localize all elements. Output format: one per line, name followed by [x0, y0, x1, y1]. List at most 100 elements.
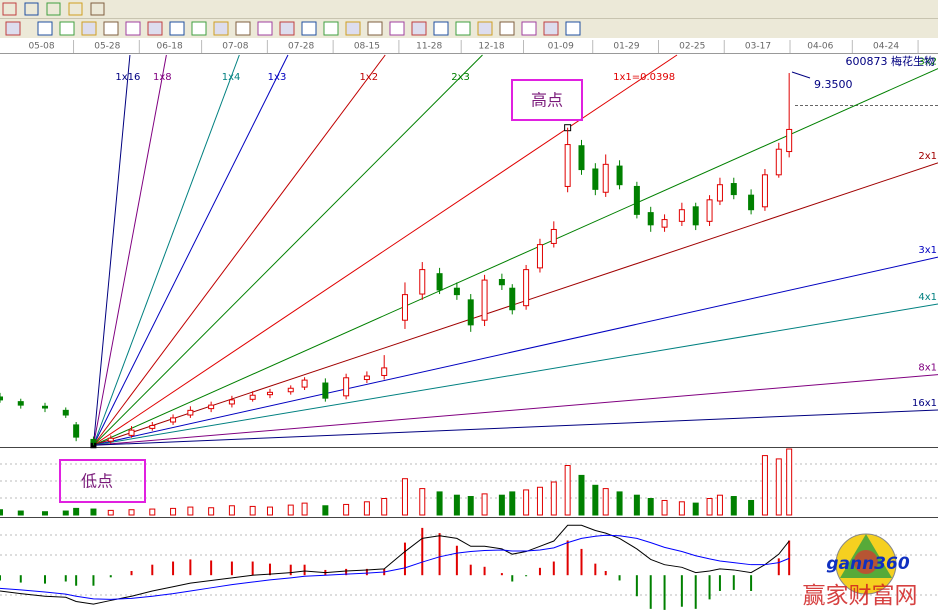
candle-body: [467, 299, 474, 326]
candle-body: [436, 273, 443, 291]
volume-bar: [509, 491, 516, 516]
candle-body: [678, 209, 685, 222]
volume-bar: [381, 498, 388, 516]
fan-label: 1x1=0.0398: [613, 72, 675, 83]
candle-body: [761, 174, 768, 208]
candle-body: [498, 278, 505, 286]
tool-icon: [46, 2, 61, 16]
annotation-box: [511, 79, 583, 121]
annotation-box: [59, 459, 146, 503]
tool-icon: [81, 21, 97, 36]
volume-bar: [249, 505, 256, 516]
volume-bar: [363, 501, 370, 516]
tool-icon: [147, 21, 163, 36]
volume-bar: [564, 465, 571, 516]
candles: [0, 73, 793, 446]
fan-line: [93, 374, 938, 446]
volume-bar: [775, 458, 782, 516]
fan-label: 3x2: [918, 57, 937, 68]
candle-body: [602, 163, 609, 193]
candle-body: [90, 438, 97, 443]
candle-body: [228, 399, 235, 405]
date-tick-label: 07-08: [222, 42, 248, 52]
date-tick-label: 02-25: [679, 42, 705, 52]
candle-body: [661, 219, 668, 228]
tool-icon: [565, 21, 581, 36]
volume-bar: [633, 494, 640, 516]
date-tick-label: 07-28: [288, 42, 314, 52]
tool-icon: [455, 21, 471, 36]
candle-body: [107, 437, 114, 442]
volume-bar: [761, 455, 768, 516]
volume-bar: [401, 478, 408, 516]
candle-body: [578, 145, 585, 171]
candle-body: [550, 228, 557, 244]
volume-bar: [453, 494, 460, 516]
candle-body: [748, 194, 755, 211]
tool-icon: [2, 2, 17, 16]
fan-line: [93, 68, 938, 446]
volume-bar: [419, 488, 426, 516]
tool-icon: [345, 21, 361, 36]
fan-label: 8x1: [918, 363, 937, 374]
candle-body: [249, 394, 256, 400]
tool-icon: [24, 2, 39, 16]
candle-body: [536, 244, 543, 269]
tool-icon: [521, 21, 537, 36]
candle-body: [73, 424, 80, 438]
candle-body: [41, 405, 48, 409]
date-tick-label: 05-08: [28, 42, 54, 52]
fan-line: [92, 54, 131, 446]
tool-icon: [323, 21, 339, 36]
volume-bar: [661, 499, 668, 516]
candle-body: [564, 144, 571, 187]
last-price-label: 9.3500: [814, 78, 853, 91]
fan-line: [93, 54, 386, 446]
date-axis: 05-08 05-28 06-18 07-08 07-28 08-15 11-28 12-18…: [28, 40, 919, 53]
volume-bar: [523, 489, 530, 516]
fan-label: 1x8: [153, 72, 172, 83]
fan-line: [93, 303, 938, 446]
volume-bar: [692, 502, 699, 516]
volume-bar: [602, 488, 609, 516]
tool-icon: [499, 21, 515, 36]
tool-icon: [411, 21, 427, 36]
candle-body: [401, 294, 408, 321]
date-tick-label: 08-15: [354, 42, 380, 52]
volume-bar: [187, 506, 194, 516]
candle-body: [287, 387, 294, 393]
fan-line: [92, 54, 240, 446]
volume-bar: [536, 486, 543, 516]
fan-label: 1x16: [115, 72, 140, 83]
candle-body: [730, 183, 737, 196]
date-tick-label: 01-09: [548, 42, 574, 52]
volume-bar: [786, 448, 793, 516]
volume-bar: [578, 474, 585, 516]
fan-label: 1x3: [268, 72, 287, 83]
date-tick-label: 06-18: [157, 42, 183, 52]
tool-icon: [59, 21, 75, 36]
candle-body: [706, 199, 713, 222]
candle-body: [453, 287, 460, 296]
fan-line: [93, 54, 678, 446]
volume-bar: [41, 511, 48, 516]
volume-bar: [498, 494, 505, 516]
volume-bar: [90, 508, 97, 516]
macd: [0, 524, 791, 610]
volume-bar: [481, 493, 488, 516]
volume-bar: [128, 509, 135, 516]
callout-line: [791, 71, 811, 79]
date-tick-label: 03-17: [745, 42, 771, 52]
date-bar: [0, 38, 938, 53]
candle-body: [523, 269, 530, 307]
volume-bar: [62, 510, 69, 516]
volume-bar: [436, 491, 443, 516]
candle-body: [170, 417, 177, 423]
candle-body: [128, 429, 135, 436]
candle-body: [301, 379, 308, 388]
candle-body: [481, 279, 488, 321]
volume-bar: [266, 506, 273, 516]
fan-label: 3x1: [918, 245, 937, 256]
volume-bar: [208, 507, 215, 516]
